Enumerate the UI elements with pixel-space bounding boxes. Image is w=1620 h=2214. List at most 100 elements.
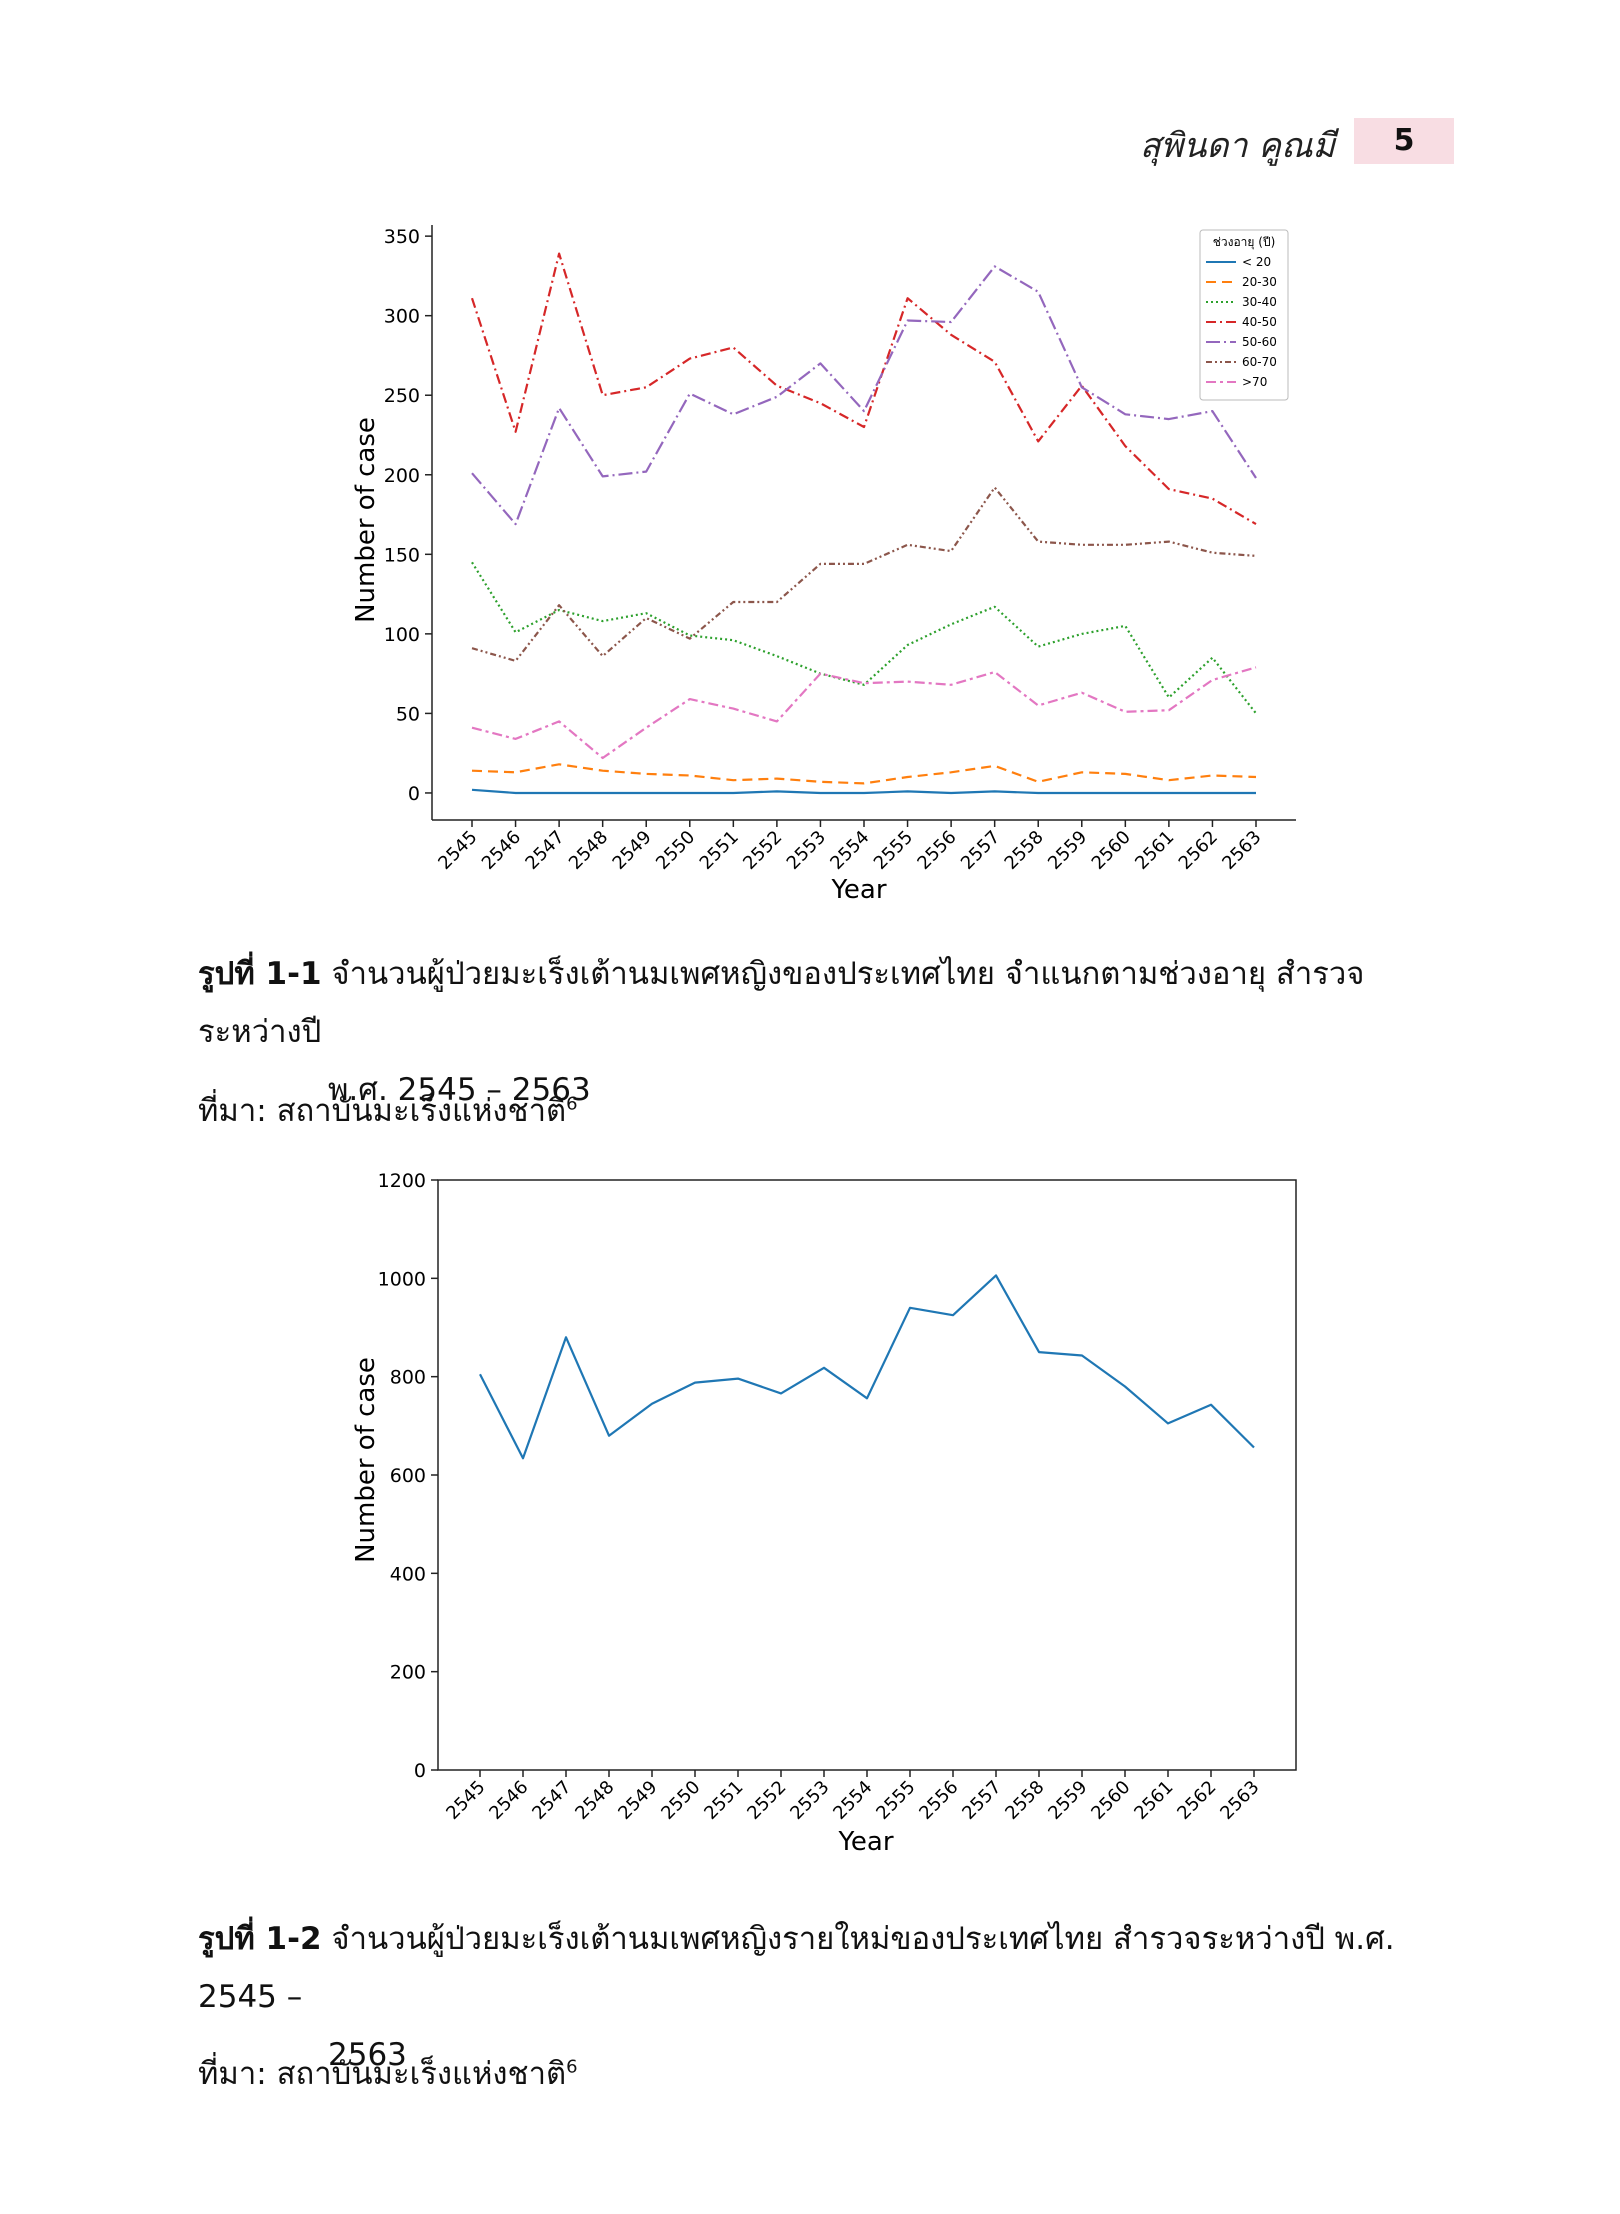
series-line-3 xyxy=(471,561,1257,715)
figure2-source: ที่มา: สถาบันมะเร็งแห่งชาติ6 xyxy=(198,2048,578,2098)
figure1-y-axis-label: Number of case xyxy=(351,417,381,623)
figure1-series-lines xyxy=(470,252,1257,795)
y-tick-label: 150 xyxy=(384,544,420,566)
figure2-y-axis-label: Number of case xyxy=(351,1357,381,1563)
x-tick-label: 2559 xyxy=(1044,827,1091,874)
series-line-4 xyxy=(470,252,1257,526)
series-line-1 xyxy=(471,788,1256,795)
y-tick-label: 100 xyxy=(384,624,420,646)
figure2-chart: 2545254625472548254925502551255225532554… xyxy=(351,1170,1297,1857)
legend-box xyxy=(1199,229,1289,401)
x-tick-label: 2557 xyxy=(957,827,1004,874)
figure1-x-axis-label: Year xyxy=(830,875,886,905)
x-tick-label: 2561 xyxy=(1131,827,1178,874)
figure2-axes xyxy=(437,1179,1297,1771)
figure1-source-ref: 6 xyxy=(566,1093,578,1115)
figure1-source-text: ที่มา: สถาบันมะเร็งแห่งชาติ xyxy=(198,1093,567,1129)
x-tick-label: 2556 xyxy=(915,1777,962,1824)
x-tick-label: 2548 xyxy=(571,1777,618,1824)
x-tick-label: 2553 xyxy=(783,827,830,874)
x-tick-label: 2555 xyxy=(870,827,917,874)
figure2-y-ticks: 0 200 400 600 800 1000 1200 xyxy=(378,1170,438,1782)
legend-entry-label: 50-60 xyxy=(1242,335,1277,349)
series-line-1 xyxy=(479,1274,1255,1460)
x-tick-label: 2552 xyxy=(739,827,786,874)
figure1-axes xyxy=(431,225,1296,821)
figure1-x-ticks: 2545254625472548254925502551255225532554… xyxy=(434,820,1266,874)
x-tick-label: 2545 xyxy=(434,827,481,874)
x-tick-label: 2549 xyxy=(614,1777,661,1824)
figure2-source-ref: 6 xyxy=(566,2056,578,2078)
legend-entry-label: 20-30 xyxy=(1242,275,1277,289)
figure2-caption-text: จำนวนผู้ป่วยมะเร็งเต้านมเพศหญิงรายใหม่ขอ… xyxy=(198,1921,1395,2015)
x-tick-label: 2547 xyxy=(521,827,568,874)
x-tick-label: 2559 xyxy=(1044,1777,1091,1824)
x-tick-label: 2548 xyxy=(565,827,612,874)
series-line-7 xyxy=(471,666,1257,760)
figure1-caption-text: จำนวนผู้ป่วยมะเร็งเต้านมเพศหญิงของประเทศ… xyxy=(198,956,1365,1050)
figure1-caption: รูปที่ 1-1 จำนวนผู้ป่วยมะเร็งเต้านมเพศหญ… xyxy=(198,945,1458,1119)
x-tick-label: 2545 xyxy=(442,1777,489,1824)
y-tick-label: 300 xyxy=(384,306,420,328)
y-tick-label: 200 xyxy=(384,465,420,487)
y-tick-label: 400 xyxy=(390,1563,426,1585)
page-number-badge: 5 xyxy=(1354,118,1454,164)
figure1-caption-continuation: พ.ศ. 2545 – 2563 xyxy=(328,1072,591,1108)
x-tick-label: 2562 xyxy=(1173,1777,1220,1824)
x-tick-label: 2557 xyxy=(958,1777,1005,1824)
y-tick-label: 350 xyxy=(384,226,420,248)
y-tick-label: 250 xyxy=(384,385,420,407)
x-tick-label: 2563 xyxy=(1218,827,1265,874)
x-tick-label: 2552 xyxy=(743,1777,790,1824)
figure2-series-lines xyxy=(479,1274,1255,1460)
series-line-6 xyxy=(471,486,1257,662)
x-tick-label: 2556 xyxy=(913,827,960,874)
legend-entry-label: 60-70 xyxy=(1242,355,1277,369)
y-tick-label: 200 xyxy=(390,1662,426,1684)
figure1-source: ที่มา: สถาบันมะเร็งแห่งชาติ6 xyxy=(198,1085,578,1135)
y-tick-label: 0 xyxy=(408,783,420,805)
x-tick-label: 2551 xyxy=(700,1777,747,1824)
figure1-y-ticks: 0 50 100 150 200 250 300 350 xyxy=(384,226,432,805)
x-tick-label: 2547 xyxy=(528,1777,575,1824)
x-tick-label: 2550 xyxy=(657,1777,704,1824)
y-tick-label: 800 xyxy=(390,1367,426,1389)
x-tick-label: 2558 xyxy=(1001,827,1048,874)
x-tick-label: 2549 xyxy=(609,827,656,874)
series-line-5 xyxy=(471,265,1257,526)
x-tick-label: 2551 xyxy=(696,827,743,874)
x-tick-label: 2561 xyxy=(1130,1777,1177,1824)
legend-title: ช่วงอายุ (ปี) xyxy=(1213,235,1276,250)
figure1-legend: ช่วงอายุ (ปี) < 20 20-30 30-40 40-50 50-60 60-… xyxy=(1199,229,1289,401)
legend-entry-label: < 20 xyxy=(1242,255,1271,269)
x-tick-label: 2560 xyxy=(1087,1777,1134,1824)
figure2-caption-label: รูปที่ 1-2 xyxy=(198,1921,322,1957)
x-tick-label: 2562 xyxy=(1175,827,1222,874)
y-tick-label: 1000 xyxy=(378,1268,426,1290)
legend-entry-label: 40-50 xyxy=(1242,315,1277,329)
figure1-caption-label: รูปที่ 1-1 xyxy=(198,956,322,992)
figure2-caption: รูปที่ 1-2 จำนวนผู้ป่วยมะเร็งเต้านมเพศหญ… xyxy=(198,1910,1458,2084)
series-line-2 xyxy=(471,763,1257,785)
figure2-x-axis-label: Year xyxy=(837,1827,893,1857)
header-author: สุพินดา คูณมี xyxy=(1139,126,1335,166)
figure2-source-text: ที่มา: สถาบันมะเร็งแห่งชาติ xyxy=(198,2056,567,2092)
x-tick-label: 2550 xyxy=(652,827,699,874)
x-tick-label: 2553 xyxy=(786,1777,833,1824)
legend-entry-label: >70 xyxy=(1242,375,1267,389)
figure2-caption-continuation: 2563 xyxy=(328,2037,407,2073)
x-tick-label: 2555 xyxy=(872,1777,919,1824)
x-tick-label: 2546 xyxy=(478,827,525,874)
x-tick-label: 2554 xyxy=(826,827,873,874)
figure1-chart: 2545254625472548254925502551255225532554… xyxy=(351,225,1296,905)
y-tick-label: 1200 xyxy=(378,1170,426,1192)
x-tick-label: 2554 xyxy=(829,1777,876,1824)
x-tick-label: 2558 xyxy=(1001,1777,1048,1824)
x-tick-label: 2563 xyxy=(1216,1777,1263,1824)
plot-frame xyxy=(437,1179,1297,1771)
x-tick-label: 2560 xyxy=(1088,827,1135,874)
y-tick-label: 0 xyxy=(414,1760,426,1782)
legend-entry-label: 30-40 xyxy=(1242,295,1277,309)
x-tick-label: 2546 xyxy=(485,1777,532,1824)
figure2-x-ticks: 2545254625472548254925502551255225532554… xyxy=(442,1770,1264,1824)
